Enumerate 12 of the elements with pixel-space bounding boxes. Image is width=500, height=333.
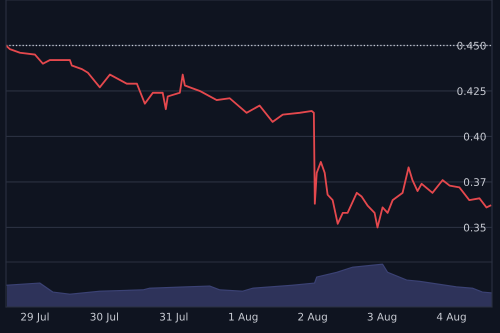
x-tick-label: 31 Jul — [160, 312, 188, 323]
y-tick-label: 0.425 — [457, 87, 486, 96]
x-tick-label: 2 Aug — [298, 312, 327, 323]
y-tick-label: 0.40 — [464, 132, 486, 141]
x-tick-label: 29 Jul — [21, 312, 49, 323]
y-tick-label: 0.450 — [457, 42, 486, 50]
y-tick-label: 0.35 — [464, 224, 486, 232]
x-tick-label: 1 Aug — [229, 312, 258, 323]
x-tick-label: 30 Jul — [90, 312, 118, 323]
y-tick-label: 0.37 — [464, 178, 486, 186]
x-tick-label: 3 Aug — [368, 312, 396, 323]
x-tick-label: 4 Aug — [436, 312, 466, 323]
